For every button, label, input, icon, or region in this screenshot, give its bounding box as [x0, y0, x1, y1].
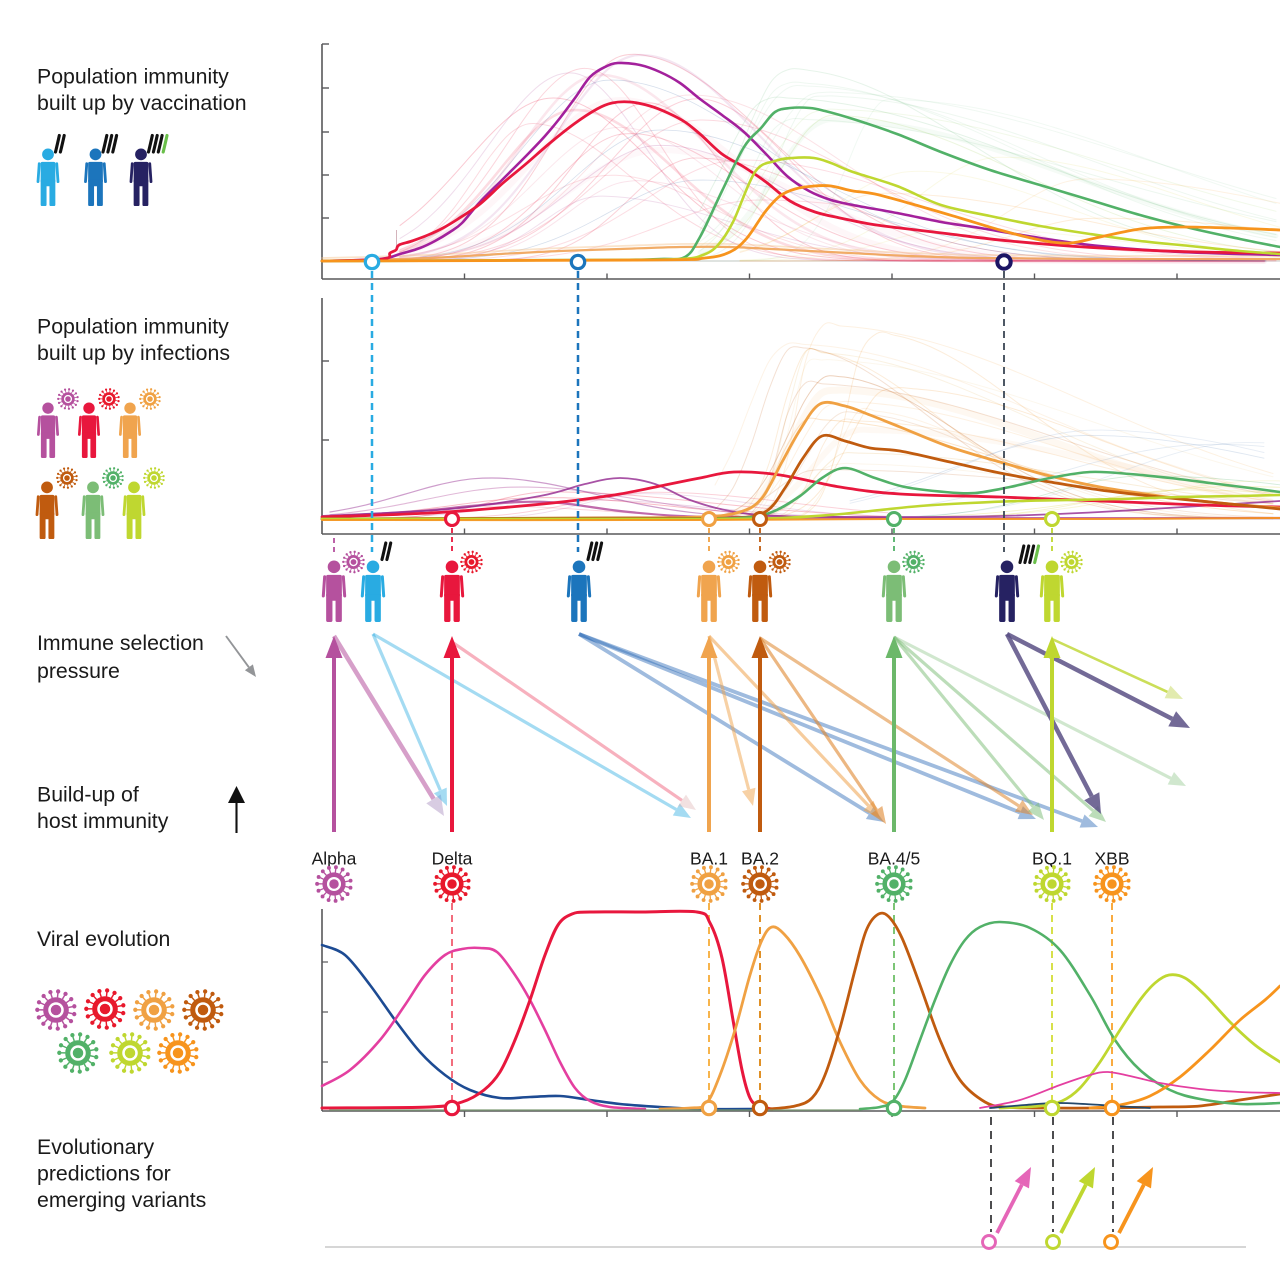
svg-text:BA.4/5: BA.4/5 [868, 849, 921, 869]
svg-text:Delta: Delta [432, 849, 473, 869]
svg-text:BA.1: BA.1 [690, 849, 728, 869]
svg-text:BA.2: BA.2 [741, 849, 779, 869]
svg-text:pressure: pressure [37, 659, 120, 683]
svg-text:predictions for: predictions for [37, 1162, 171, 1186]
svg-text:emerging variants: emerging variants [37, 1188, 206, 1212]
svg-text:Viral evolution: Viral evolution [37, 927, 170, 951]
svg-text:Evolutionary: Evolutionary [37, 1135, 155, 1159]
svg-text:built up by vaccination: built up by vaccination [37, 91, 247, 115]
svg-text:Population immunity: Population immunity [37, 315, 229, 339]
svg-text:Alpha: Alpha [312, 849, 357, 869]
svg-text:Immune selection: Immune selection [37, 631, 204, 655]
svg-text:BQ.1: BQ.1 [1032, 849, 1072, 869]
svg-text:host immunity: host immunity [37, 809, 169, 833]
svg-text:Population immunity: Population immunity [37, 65, 229, 89]
svg-text:XBB: XBB [1094, 849, 1129, 869]
svg-text:Build-up of: Build-up of [37, 783, 139, 807]
svg-text:built up by infections: built up by infections [37, 341, 230, 365]
